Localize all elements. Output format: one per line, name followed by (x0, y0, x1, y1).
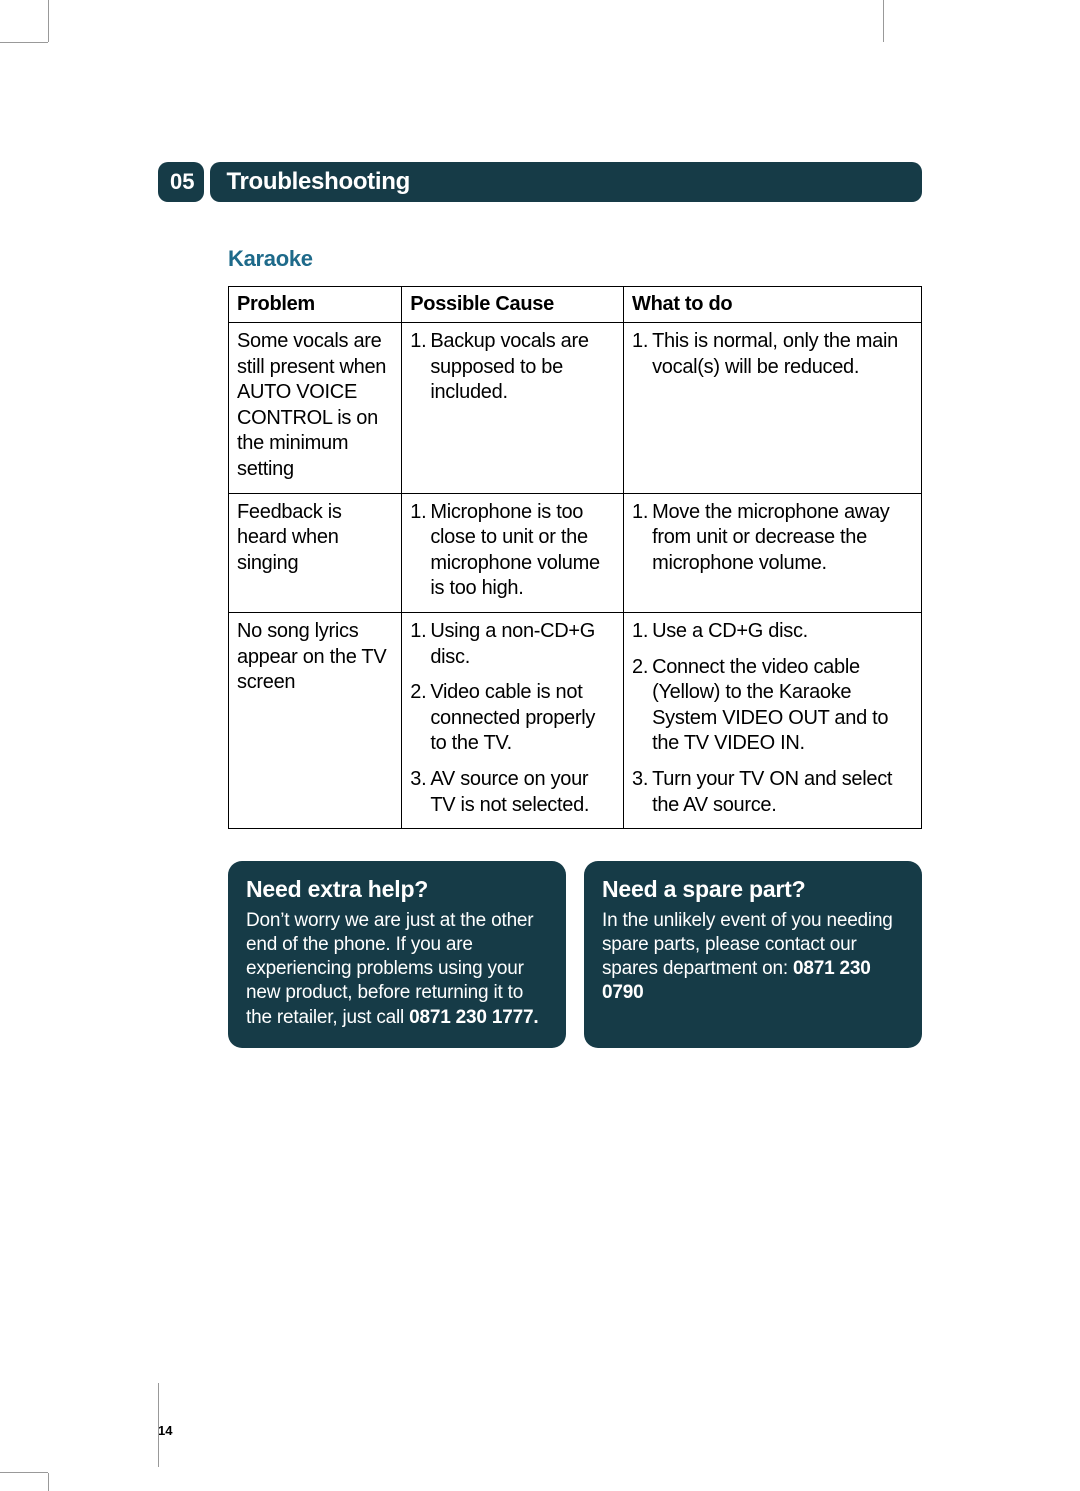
info-boxes: Need extra help? Don’t worry we are just… (228, 861, 922, 1048)
list-item: 2.Connect the video cable (Yellow) to th… (632, 655, 913, 757)
list-item: 1.Microphone is too close to unit or the… (410, 500, 615, 602)
table-header-row: Problem Possible Cause What to do (229, 287, 922, 323)
cell-problem: Feedback is heard when singing (229, 493, 402, 612)
cell-problem: Some vocals are still present when AUTO … (229, 323, 402, 494)
list-number: 3. (632, 767, 648, 818)
crop-mark-top-right (883, 0, 884, 42)
cell-problem: No song lyrics appear on the TV screen (229, 612, 402, 828)
list-text: AV source on your TV is not selected. (430, 767, 615, 818)
list-item: 1.This is normal, only the main vocal(s)… (632, 329, 913, 380)
col-header-what: What to do (624, 287, 922, 323)
table-row: No song lyrics appear on the TV screen 1… (229, 612, 922, 828)
section-number: 05 (158, 162, 204, 202)
crop-mark-top-left (0, 42, 48, 60)
spare-box-body: In the unlikely event of you needing spa… (602, 909, 904, 1006)
page-number: 14 (158, 1423, 172, 1438)
list-text: Video cable is not connected properly to… (430, 680, 615, 757)
list-number: 1. (632, 329, 648, 380)
list-text: Microphone is too close to unit or the m… (430, 500, 615, 602)
section-header: 05 Troubleshooting (158, 162, 922, 202)
document-page: 05 Troubleshooting Karaoke Problem Possi… (48, 42, 1032, 1472)
table-row: Some vocals are still present when AUTO … (229, 323, 922, 494)
list-number: 1. (632, 619, 648, 645)
troubleshoot-table: Problem Possible Cause What to do Some v… (228, 286, 922, 829)
list-number: 2. (410, 680, 426, 757)
list-number: 2. (632, 655, 648, 757)
col-header-problem: Problem (229, 287, 402, 323)
list-text: Connect the video cable (Yellow) to the … (652, 655, 913, 757)
list-text: Turn your TV ON and select the AV source… (652, 767, 913, 818)
list-item: 2.Video cable is not connected properly … (410, 680, 615, 757)
list-item: 1.Use a CD+G disc. (632, 619, 913, 645)
list-item: 1.Backup vocals are supposed to be inclu… (410, 329, 615, 406)
cell-cause: 1.Using a non-CD+G disc. 2.Video cable i… (402, 612, 624, 828)
list-number: 1. (410, 619, 426, 670)
list-item: 1.Move the microphone away from unit or … (632, 500, 913, 577)
list-text: Use a CD+G disc. (652, 619, 913, 645)
list-item: 1.Using a non-CD+G disc. (410, 619, 615, 670)
help-box-phone: 0871 230 1777. (409, 1007, 538, 1028)
subsection-title: Karaoke (228, 246, 922, 272)
list-item: 3.AV source on your TV is not selected. (410, 767, 615, 818)
list-number: 1. (632, 500, 648, 577)
table-row: Feedback is heard when singing 1.Microph… (229, 493, 922, 612)
spare-box-title: Need a spare part? (602, 875, 904, 904)
list-number: 1. (410, 329, 426, 406)
col-header-cause: Possible Cause (402, 287, 624, 323)
list-text: Backup vocals are supposed to be include… (430, 329, 615, 406)
cell-cause: 1.Backup vocals are supposed to be inclu… (402, 323, 624, 494)
cell-what: 1.Move the microphone away from unit or … (624, 493, 922, 612)
help-box-title: Need extra help? (246, 875, 548, 904)
help-box-body: Don’t worry we are just at the other end… (246, 909, 548, 1031)
troubleshoot-table-wrap: Problem Possible Cause What to do Some v… (228, 286, 922, 829)
spare-box: Need a spare part? In the unlikely event… (584, 861, 922, 1048)
crop-mark-bottom-left (0, 1472, 48, 1473)
cell-cause: 1.Microphone is too close to unit or the… (402, 493, 624, 612)
list-text: Using a non-CD+G disc. (430, 619, 615, 670)
list-number: 3. (410, 767, 426, 818)
list-text: Move the microphone away from unit or de… (652, 500, 913, 577)
list-item: 3.Turn your TV ON and select the AV sour… (632, 767, 913, 818)
help-box: Need extra help? Don’t worry we are just… (228, 861, 566, 1048)
list-text: This is normal, only the main vocal(s) w… (652, 329, 913, 380)
section-title: Troubleshooting (210, 162, 922, 202)
cell-what: 1.Use a CD+G disc. 2.Connect the video c… (624, 612, 922, 828)
list-number: 1. (410, 500, 426, 602)
cell-what: 1.This is normal, only the main vocal(s)… (624, 323, 922, 494)
